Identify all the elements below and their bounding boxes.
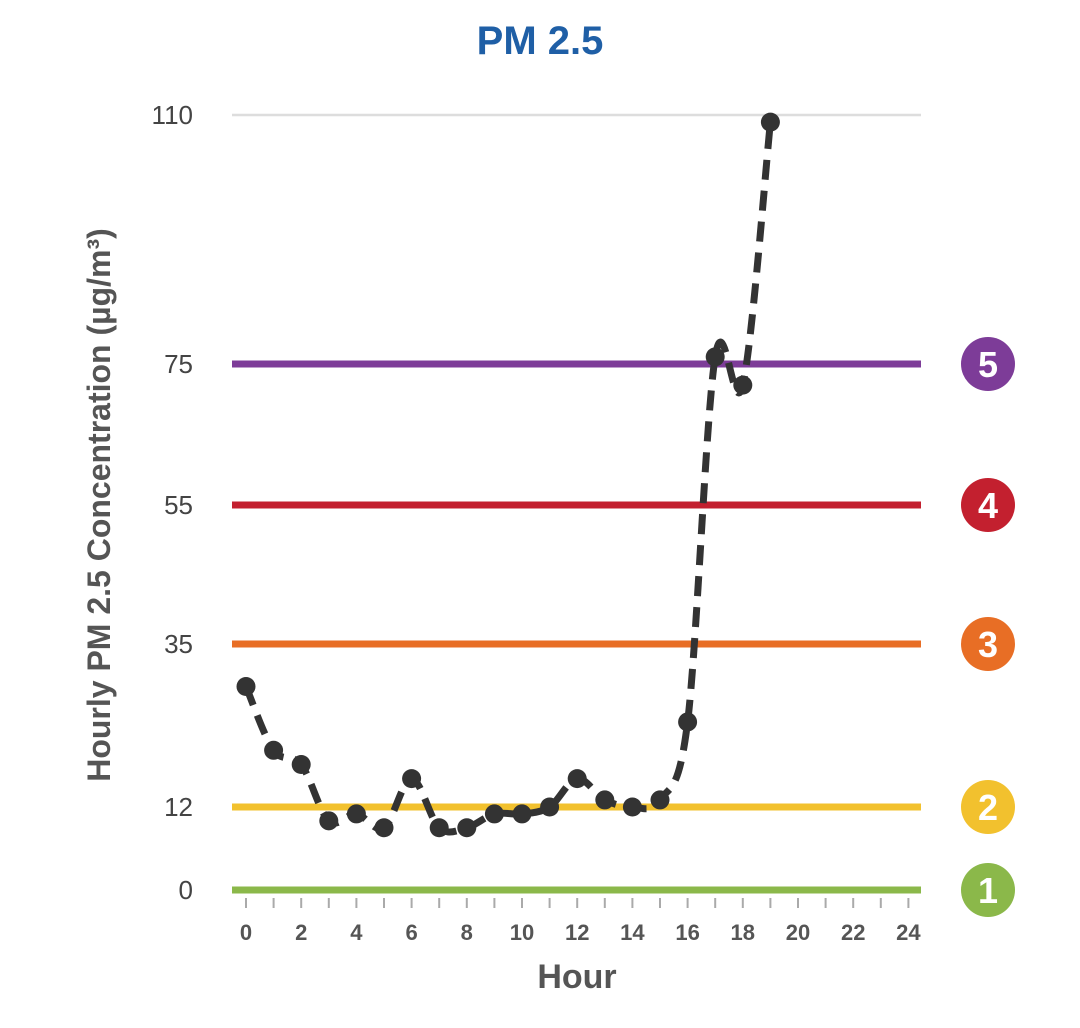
data-point-hour-17 <box>705 347 725 367</box>
y-tick-label: 75 <box>164 349 193 379</box>
threshold-badge-1: 1 <box>961 863 1015 917</box>
badge-label: 5 <box>978 344 998 385</box>
x-tick-label: 0 <box>240 920 252 945</box>
badge-circle <box>961 617 1015 671</box>
threshold-badge-4: 4 <box>961 478 1015 532</box>
x-tick-label: 18 <box>731 920 755 945</box>
x-tick-label: 20 <box>786 920 810 945</box>
data-point-hour-9 <box>484 804 504 824</box>
x-axis: 0 2 4 6 8 10 12 14 16 18 20 22 24 <box>240 898 921 945</box>
data-point-hour-11 <box>540 797 560 817</box>
badge-circle <box>961 478 1015 532</box>
x-axis-label: Hour <box>537 958 616 996</box>
x-tick-label: 8 <box>461 920 473 945</box>
x-tick-label: 6 <box>405 920 417 945</box>
x-tick-label: 10 <box>510 920 534 945</box>
badge-label: 2 <box>978 787 998 828</box>
data-point-hour-13 <box>595 790 615 810</box>
data-point-hour-2 <box>291 754 311 774</box>
threshold-badge-5: 5 <box>961 337 1015 391</box>
data-point-hour-18 <box>733 375 753 395</box>
data-point-hour-6 <box>402 769 422 789</box>
badge-circle <box>961 780 1015 834</box>
y-tick-label: 0 <box>179 875 193 905</box>
badge-label: 3 <box>978 624 998 665</box>
y-tick-label: 110 <box>152 100 193 130</box>
threshold-badge-3: 3 <box>961 617 1015 671</box>
badge-circle <box>961 337 1015 391</box>
data-point-hour-0 <box>236 677 256 697</box>
badge-label: 4 <box>978 485 998 526</box>
series-layer <box>236 112 780 838</box>
y-axis-label: Hourly PM 2.5 Concentration (µg/m³) <box>81 228 117 782</box>
y-axis-ticks: 0 12 35 55 75 110 <box>152 100 193 905</box>
data-point-hour-8 <box>457 818 477 838</box>
data-point-hour-14 <box>622 797 642 817</box>
x-tick-label: 2 <box>295 920 307 945</box>
x-tick-label: 22 <box>841 920 865 945</box>
y-tick-label: 35 <box>164 629 193 659</box>
badge-circle <box>961 863 1015 917</box>
data-point-hour-1 <box>264 740 284 760</box>
y-tick-label: 12 <box>164 792 193 822</box>
x-tick-label: 16 <box>675 920 699 945</box>
chart-title: PM 2.5 <box>477 19 604 63</box>
badge-label: 1 <box>978 870 998 911</box>
threshold-badges: 1 2 3 4 5 <box>961 337 1015 917</box>
x-tick-label: 14 <box>620 920 645 945</box>
threshold-lines <box>232 360 921 894</box>
data-point-hour-7 <box>429 818 449 838</box>
data-point-hour-3 <box>319 811 339 831</box>
data-point-hour-5 <box>374 818 394 838</box>
x-tick-label: 24 <box>896 920 921 945</box>
threshold-badge-2: 2 <box>961 780 1015 834</box>
x-tick-label: 12 <box>565 920 589 945</box>
data-point-hour-4 <box>346 804 366 824</box>
data-point-hour-19 <box>760 112 780 132</box>
data-point-hour-15 <box>650 790 670 810</box>
y-tick-label: 55 <box>164 490 193 520</box>
data-point-hour-10 <box>512 804 532 824</box>
data-point-hour-16 <box>678 712 698 732</box>
x-tick-label: 4 <box>350 920 363 945</box>
data-point-hour-12 <box>567 769 587 789</box>
